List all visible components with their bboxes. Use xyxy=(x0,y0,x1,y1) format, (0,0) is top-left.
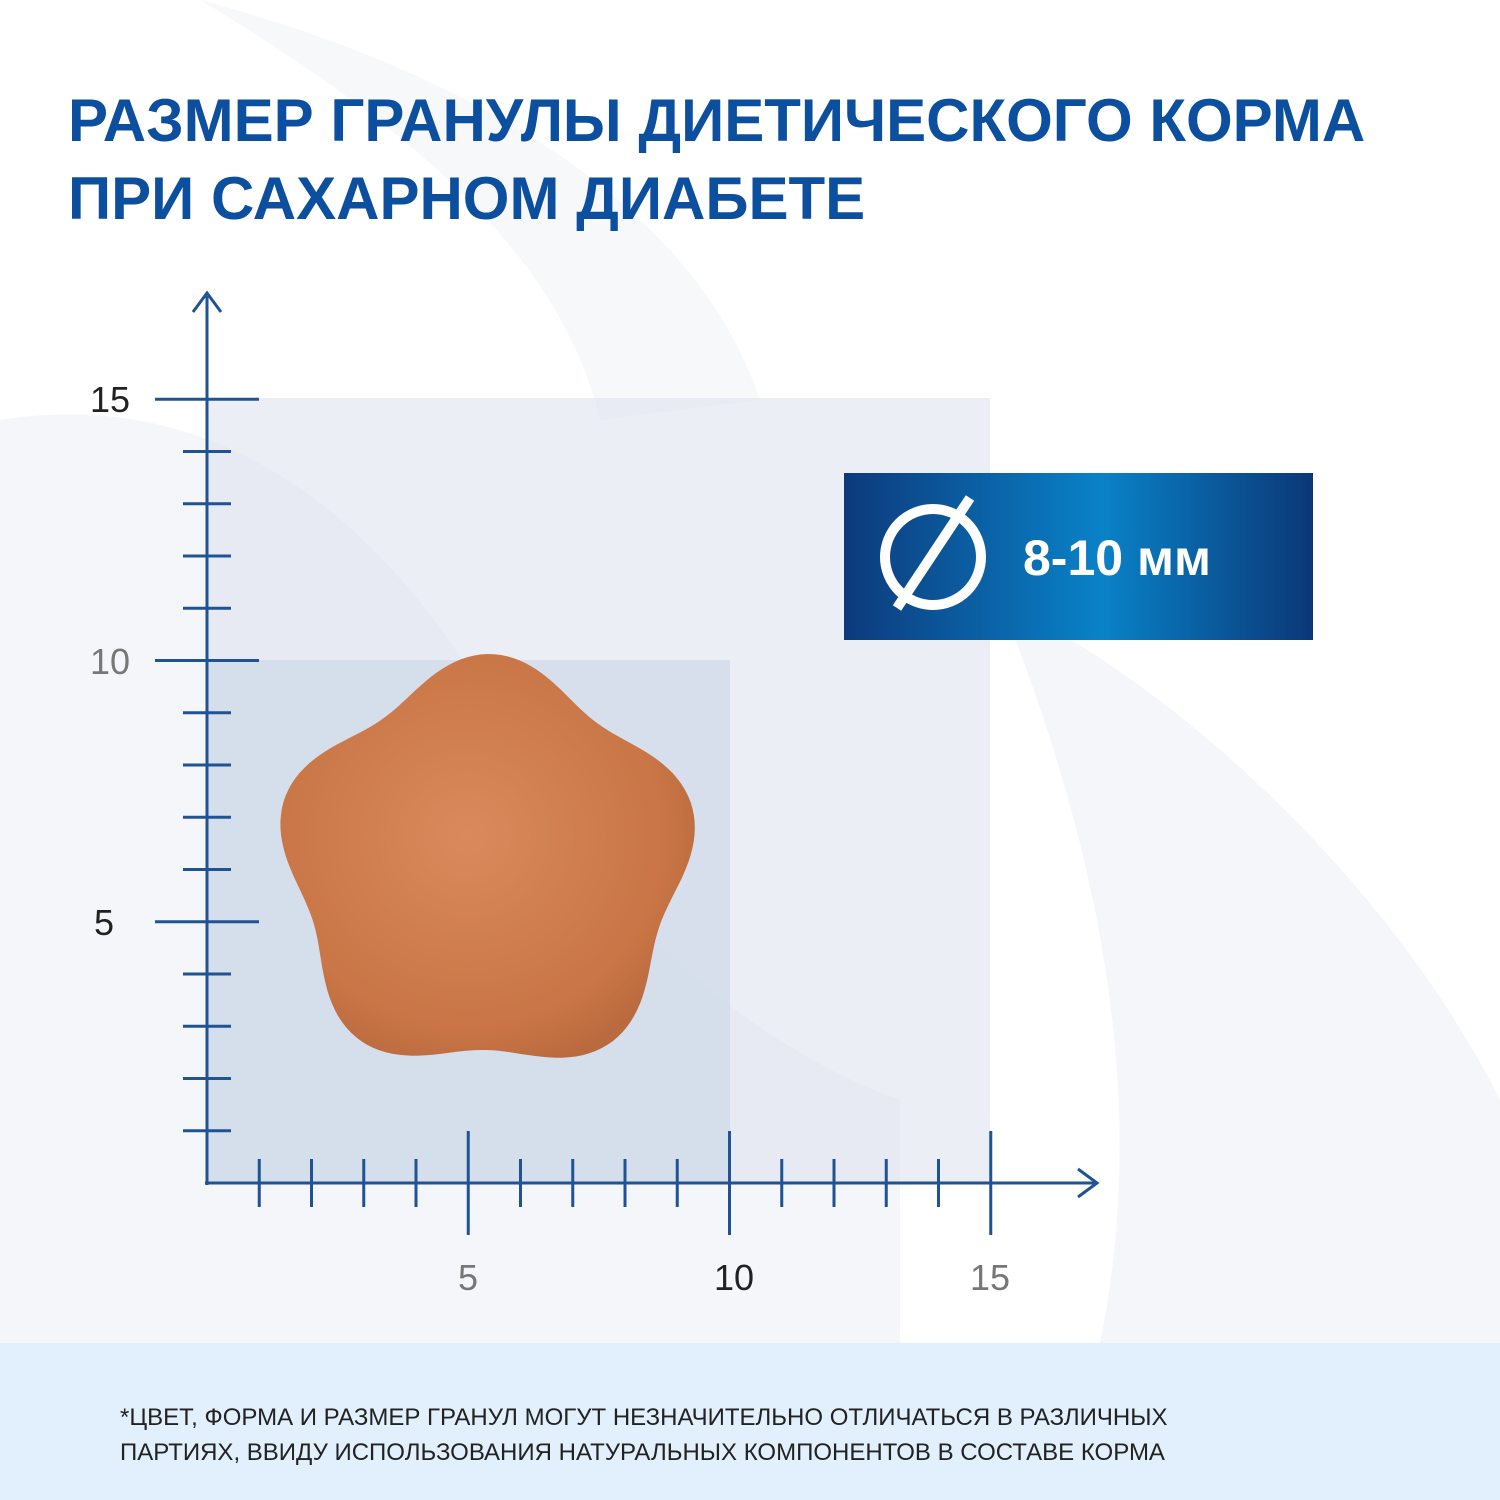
y-label: 10 xyxy=(90,641,130,682)
y-label: 15 xyxy=(90,379,130,420)
footnote: ПАРТИЯХ, ВВИДУ ИСПОЛЬЗОВАНИЯ НАТУРАЛЬНЫХ… xyxy=(120,1439,1165,1466)
axes xyxy=(155,290,1100,1235)
kibble xyxy=(280,654,695,1058)
badge-text: 8-10 мм xyxy=(1023,530,1211,586)
title: ПРИ САХАРНОМ ДИАБЕТЕ xyxy=(68,165,865,232)
footnote: *ЦВЕТ, ФОРМА И РАЗМЕР ГРАНУЛ МОГУТ НЕЗНА… xyxy=(120,1404,1167,1431)
size-badge xyxy=(844,473,1313,640)
y-label: 5 xyxy=(94,902,114,943)
title: РАЗМЕР ГРАНУЛЫ ДИЕТИЧЕСКОГО КОРМА xyxy=(68,87,1365,154)
x-label: 5 xyxy=(458,1257,478,1298)
x-label: 10 xyxy=(714,1257,754,1298)
diameter-icon xyxy=(880,504,986,610)
swirl xyxy=(1000,600,1500,1343)
footer-band xyxy=(0,1343,1500,1500)
x-label: 15 xyxy=(970,1257,1010,1298)
diameter-icon xyxy=(892,495,975,611)
swirl xyxy=(200,0,760,420)
